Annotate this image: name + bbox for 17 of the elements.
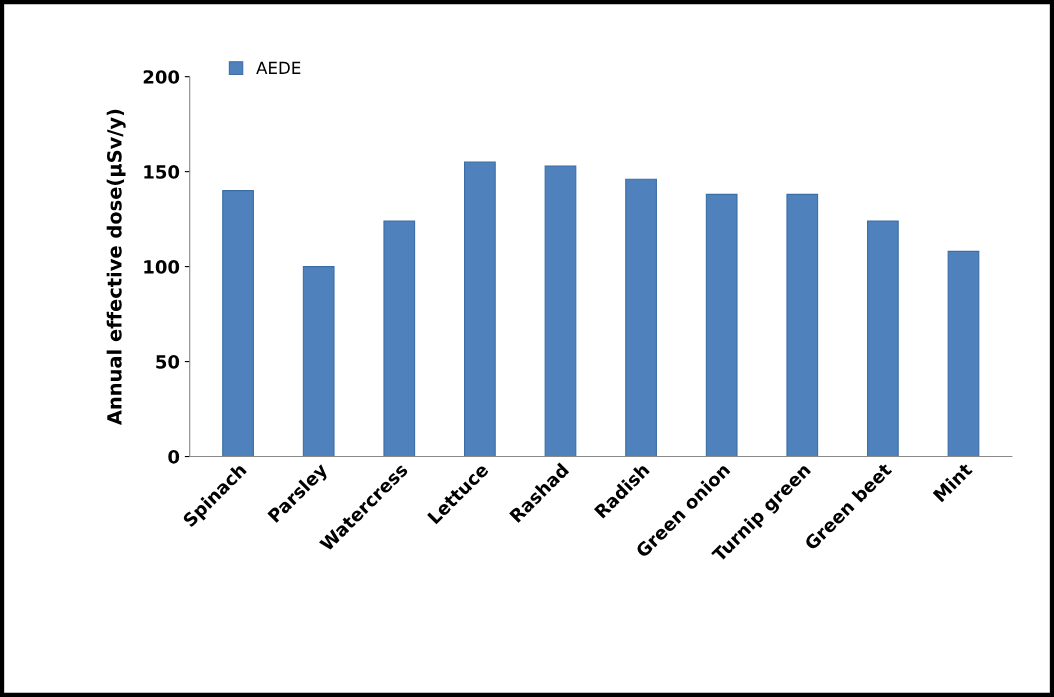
bar <box>625 178 657 457</box>
bar <box>383 220 416 457</box>
bar <box>947 250 980 457</box>
bar <box>544 165 577 457</box>
y-tick-label: 100 <box>144 260 180 274</box>
y-tick-label: 150 <box>144 165 180 179</box>
bar <box>705 193 738 457</box>
bar <box>302 266 335 457</box>
y-tick-label: 50 <box>156 355 180 369</box>
y-axis-title: Annual effective dose(µSv/y) <box>106 109 126 426</box>
bar <box>786 193 819 457</box>
legend-label: AEDE <box>256 61 301 74</box>
bar <box>867 220 899 457</box>
y-tick-label: 0 <box>168 449 180 464</box>
y-tick-label: 200 <box>143 70 180 84</box>
bar <box>222 190 254 457</box>
bar <box>464 161 496 457</box>
